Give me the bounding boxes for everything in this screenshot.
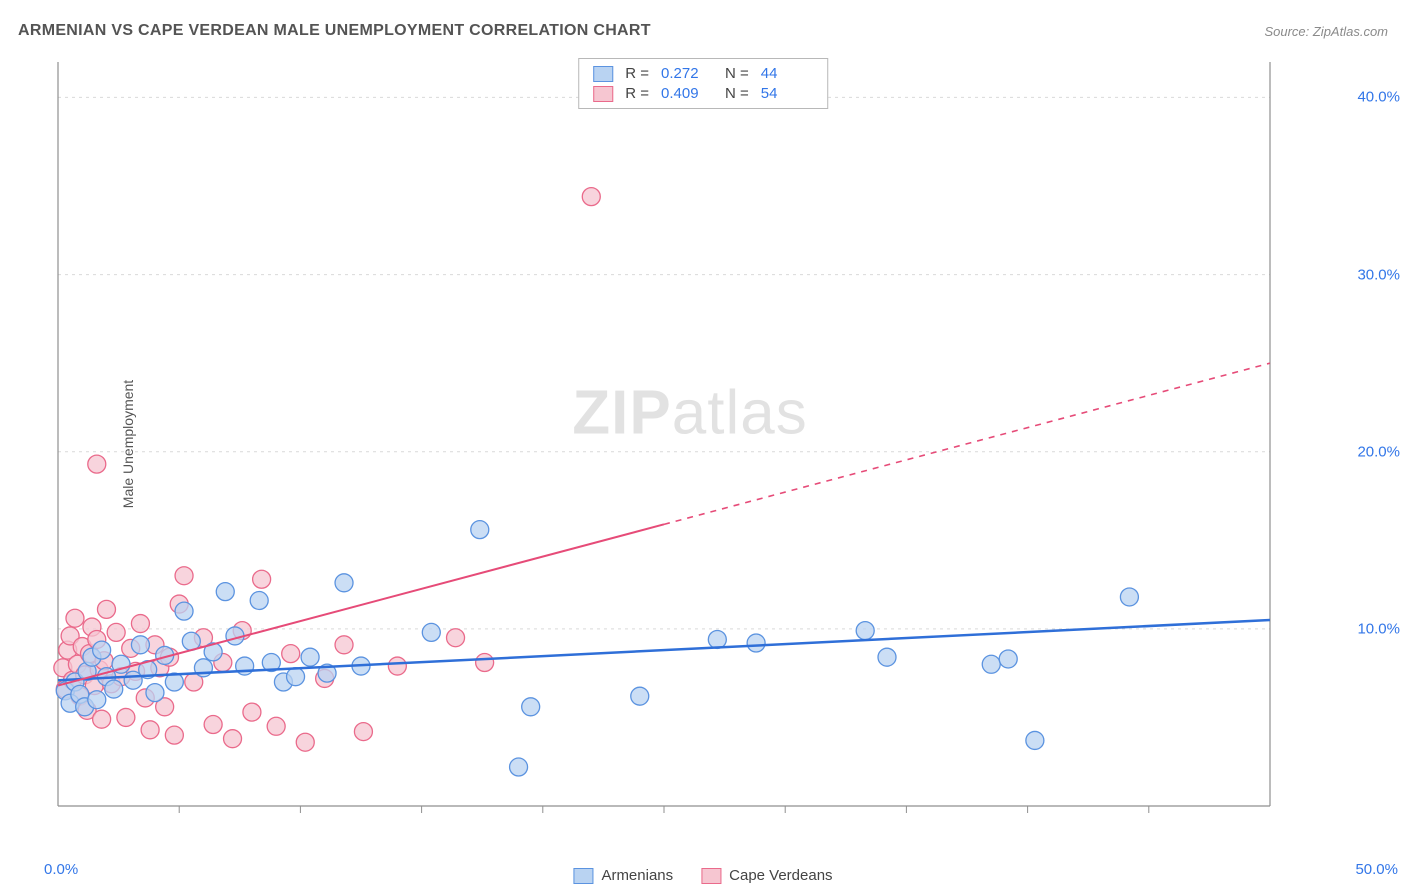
chart-title: ARMENIAN VS CAPE VERDEAN MALE UNEMPLOYME…	[18, 22, 651, 40]
source-label: Source: ZipAtlas.com	[1264, 24, 1388, 39]
y-tick-label: 40.0%	[1357, 89, 1400, 106]
r-value-armenians: 0.272	[661, 65, 713, 82]
r-value-capeverdeans: 0.409	[661, 85, 713, 102]
legend-row-armenians: R = 0.272 N = 44	[593, 65, 813, 82]
x-axis-min: 0.0%	[44, 861, 78, 878]
series-legend: Armenians Cape Verdeans	[573, 867, 832, 884]
legend-row-capeverdeans: R = 0.409 N = 54	[593, 85, 813, 102]
n-value-armenians: 44	[761, 65, 813, 82]
chart-header: ARMENIAN VS CAPE VERDEAN MALE UNEMPLOYME…	[18, 22, 1388, 40]
y-tick-label: 20.0%	[1357, 443, 1400, 460]
y-tick-label: 30.0%	[1357, 266, 1400, 283]
swatch-armenians	[593, 66, 613, 82]
legend-item-armenians: Armenians	[573, 867, 673, 884]
x-axis-max: 50.0%	[1355, 861, 1398, 878]
legend-item-capeverdeans: Cape Verdeans	[701, 867, 832, 884]
swatch-armenians-icon	[573, 868, 593, 884]
correlation-legend: R = 0.272 N = 44 R = 0.409 N = 54	[578, 58, 828, 109]
plot-area: Male Unemployment ZIPatlas	[50, 52, 1330, 836]
y-tick-label: 10.0%	[1357, 620, 1400, 637]
chart-svg	[50, 52, 1330, 836]
swatch-capeverdeans-icon	[701, 868, 721, 884]
n-value-capeverdeans: 54	[761, 85, 813, 102]
swatch-capeverdeans	[593, 86, 613, 102]
